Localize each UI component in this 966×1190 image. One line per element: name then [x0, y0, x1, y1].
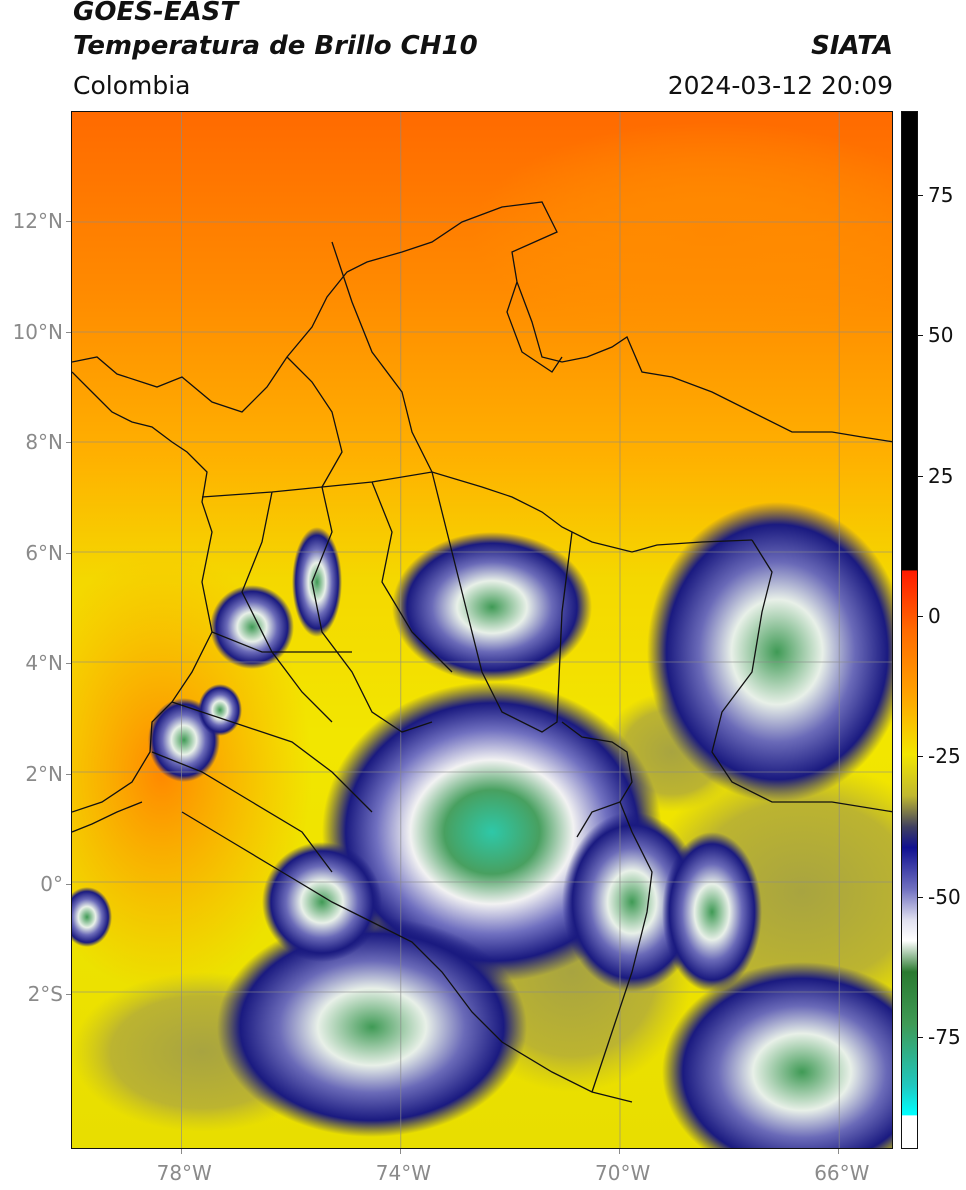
maracaibo-lake	[506, 281, 563, 373]
storm-cell-southwest-small	[262, 842, 382, 962]
lon-tick-label: 74°W	[375, 1161, 432, 1185]
brand-label: SIATA	[811, 31, 893, 61]
department-line-6	[151, 751, 333, 873]
storm-cell-far-west	[72, 887, 112, 947]
colorbar-tick-mark	[918, 615, 923, 617]
lat-tick-label: 2°N	[25, 761, 63, 786]
border-venezuela-guyana	[711, 539, 892, 813]
caribbean-coast	[72, 201, 892, 443]
lon-tick-mark	[838, 1149, 840, 1154]
coastline-borders	[72, 201, 892, 1103]
department-line-7	[331, 241, 433, 473]
storm-cell-southwest	[217, 917, 527, 1137]
lat-tick-mark	[66, 773, 71, 775]
lat-tick-mark	[66, 331, 71, 333]
colorbar-tick-mark	[918, 195, 923, 197]
datetime-label: 2024-03-12 20:09	[667, 71, 893, 100]
colorbar-tick-label: 50	[928, 323, 954, 348]
colorbar-tick-label: 25	[928, 463, 954, 488]
storm-cell-andes	[292, 527, 342, 637]
colorbar-tick-mark	[918, 1036, 923, 1038]
colorbar-tick-label: -50	[928, 884, 961, 909]
colorbar-tick-label: -25	[928, 744, 961, 769]
colorbar-tick-mark	[918, 756, 923, 758]
graticule	[72, 112, 892, 1148]
region-label: Colombia	[73, 71, 191, 100]
lon-tick-label: 70°W	[595, 1161, 651, 1185]
storm-cell-east-small	[662, 832, 762, 992]
border-colombia-peru	[181, 811, 633, 1103]
lat-tick-mark	[66, 663, 71, 665]
colorbar-gradient	[902, 112, 917, 1148]
lat-tick-label: 0°	[40, 871, 63, 896]
lon-tick-label: 78°W	[156, 1161, 212, 1185]
storm-cell-southeast	[662, 962, 892, 1148]
department-line-4	[211, 631, 352, 653]
lat-tick-mark	[66, 221, 71, 223]
colorbar-tick-mark	[918, 335, 923, 337]
lon-tick-mark	[619, 1149, 620, 1154]
title-satellite: GOES-EAST	[73, 0, 239, 27]
lat-tick-label: 4°N	[25, 651, 63, 676]
pacific-coast	[72, 371, 213, 813]
lon-tick-label: 66°W	[814, 1161, 870, 1185]
department-line-2	[241, 491, 333, 723]
lat-tick-label: 10°N	[12, 319, 63, 344]
department-line-3	[371, 481, 453, 673]
lat-tick-label: 12°N	[12, 209, 63, 234]
lat-tick-label: 8°N	[25, 430, 63, 455]
colorbar-tick-label: 0	[928, 603, 941, 628]
storm-cell-center-east	[562, 812, 702, 992]
colorbar-tick-label: 75	[928, 183, 954, 208]
map-canvas	[72, 112, 892, 1148]
border-north	[201, 471, 753, 553]
border-south-east	[561, 721, 633, 838]
colorbar	[901, 111, 918, 1149]
border-colombia-venezuela	[431, 471, 573, 733]
lon-tick-mark	[399, 1149, 401, 1154]
department-line-8	[286, 356, 343, 488]
border-brazil	[591, 801, 653, 1093]
colorbar-tick-mark	[918, 896, 923, 898]
lat-tick-label: 6°N	[25, 540, 63, 565]
lat-tick-mark	[66, 552, 71, 554]
storm-cell-pacific-1	[210, 585, 294, 669]
colorbar-tick-label: -75	[928, 1024, 961, 1049]
storm-cell-east	[647, 502, 892, 802]
title-product: Temperatura de Brillo CH10	[73, 31, 478, 61]
lon-tick-mark	[180, 1149, 182, 1154]
ecuador-coast	[72, 801, 143, 833]
lat-tick-mark	[66, 994, 71, 996]
satellite-map	[71, 111, 893, 1149]
department-line-5	[171, 701, 373, 813]
lat-tick-mark	[66, 883, 71, 885]
storm-cell-pacific-3	[198, 684, 242, 736]
lat-tick-mark	[66, 442, 71, 444]
colorbar-tick-mark	[918, 475, 923, 477]
storm-cell-north	[392, 532, 592, 682]
lat-tick-label: 2°S	[27, 982, 63, 1007]
caribbean-warm-region	[472, 122, 892, 342]
